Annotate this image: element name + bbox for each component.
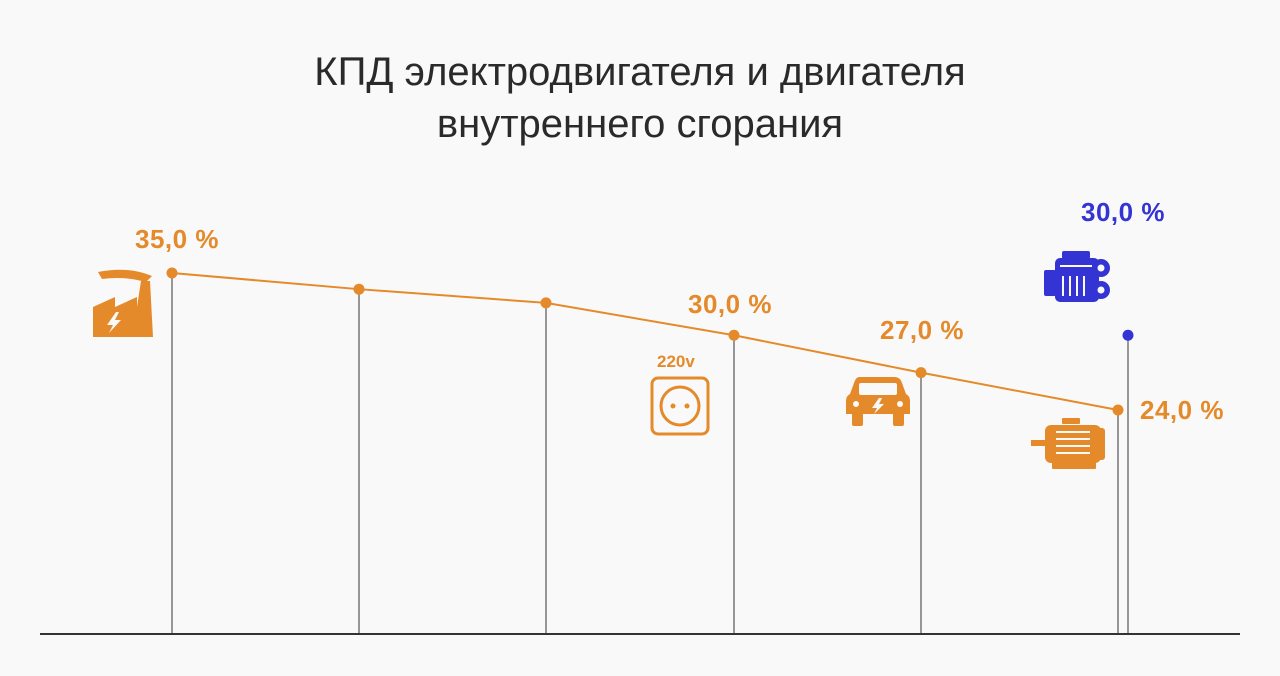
- data-point: [166, 267, 178, 279]
- data-point: [728, 329, 740, 341]
- data-point: [915, 367, 927, 379]
- data-point: [1112, 404, 1124, 416]
- electric-motor-icon: [1031, 418, 1105, 469]
- value-label: 30,0 %: [1081, 197, 1165, 227]
- socket-voltage-label: 220v: [657, 352, 695, 371]
- value-label: 35,0 %: [135, 224, 219, 254]
- chart-title-line-2: внутреннего сгорания: [436, 102, 844, 146]
- power-plant-icon: [93, 269, 153, 337]
- value-label: 24,0 %: [1140, 395, 1224, 425]
- value-label: 30,0 %: [688, 289, 772, 319]
- data-point: [353, 283, 365, 295]
- data-point: [540, 297, 552, 309]
- power-socket-icon: [650, 376, 710, 436]
- combustion-engine-icon: [1044, 251, 1110, 302]
- chart-title-line-1: КПД электродвигателя и двигателя: [314, 50, 966, 94]
- data-point: [1122, 329, 1134, 341]
- electric-series-line: [171, 272, 1119, 411]
- data-points: [166, 267, 1134, 416]
- stem-lines: [171, 273, 1129, 634]
- electric-car-icon: [846, 377, 910, 426]
- value-label: 27,0 %: [880, 315, 964, 345]
